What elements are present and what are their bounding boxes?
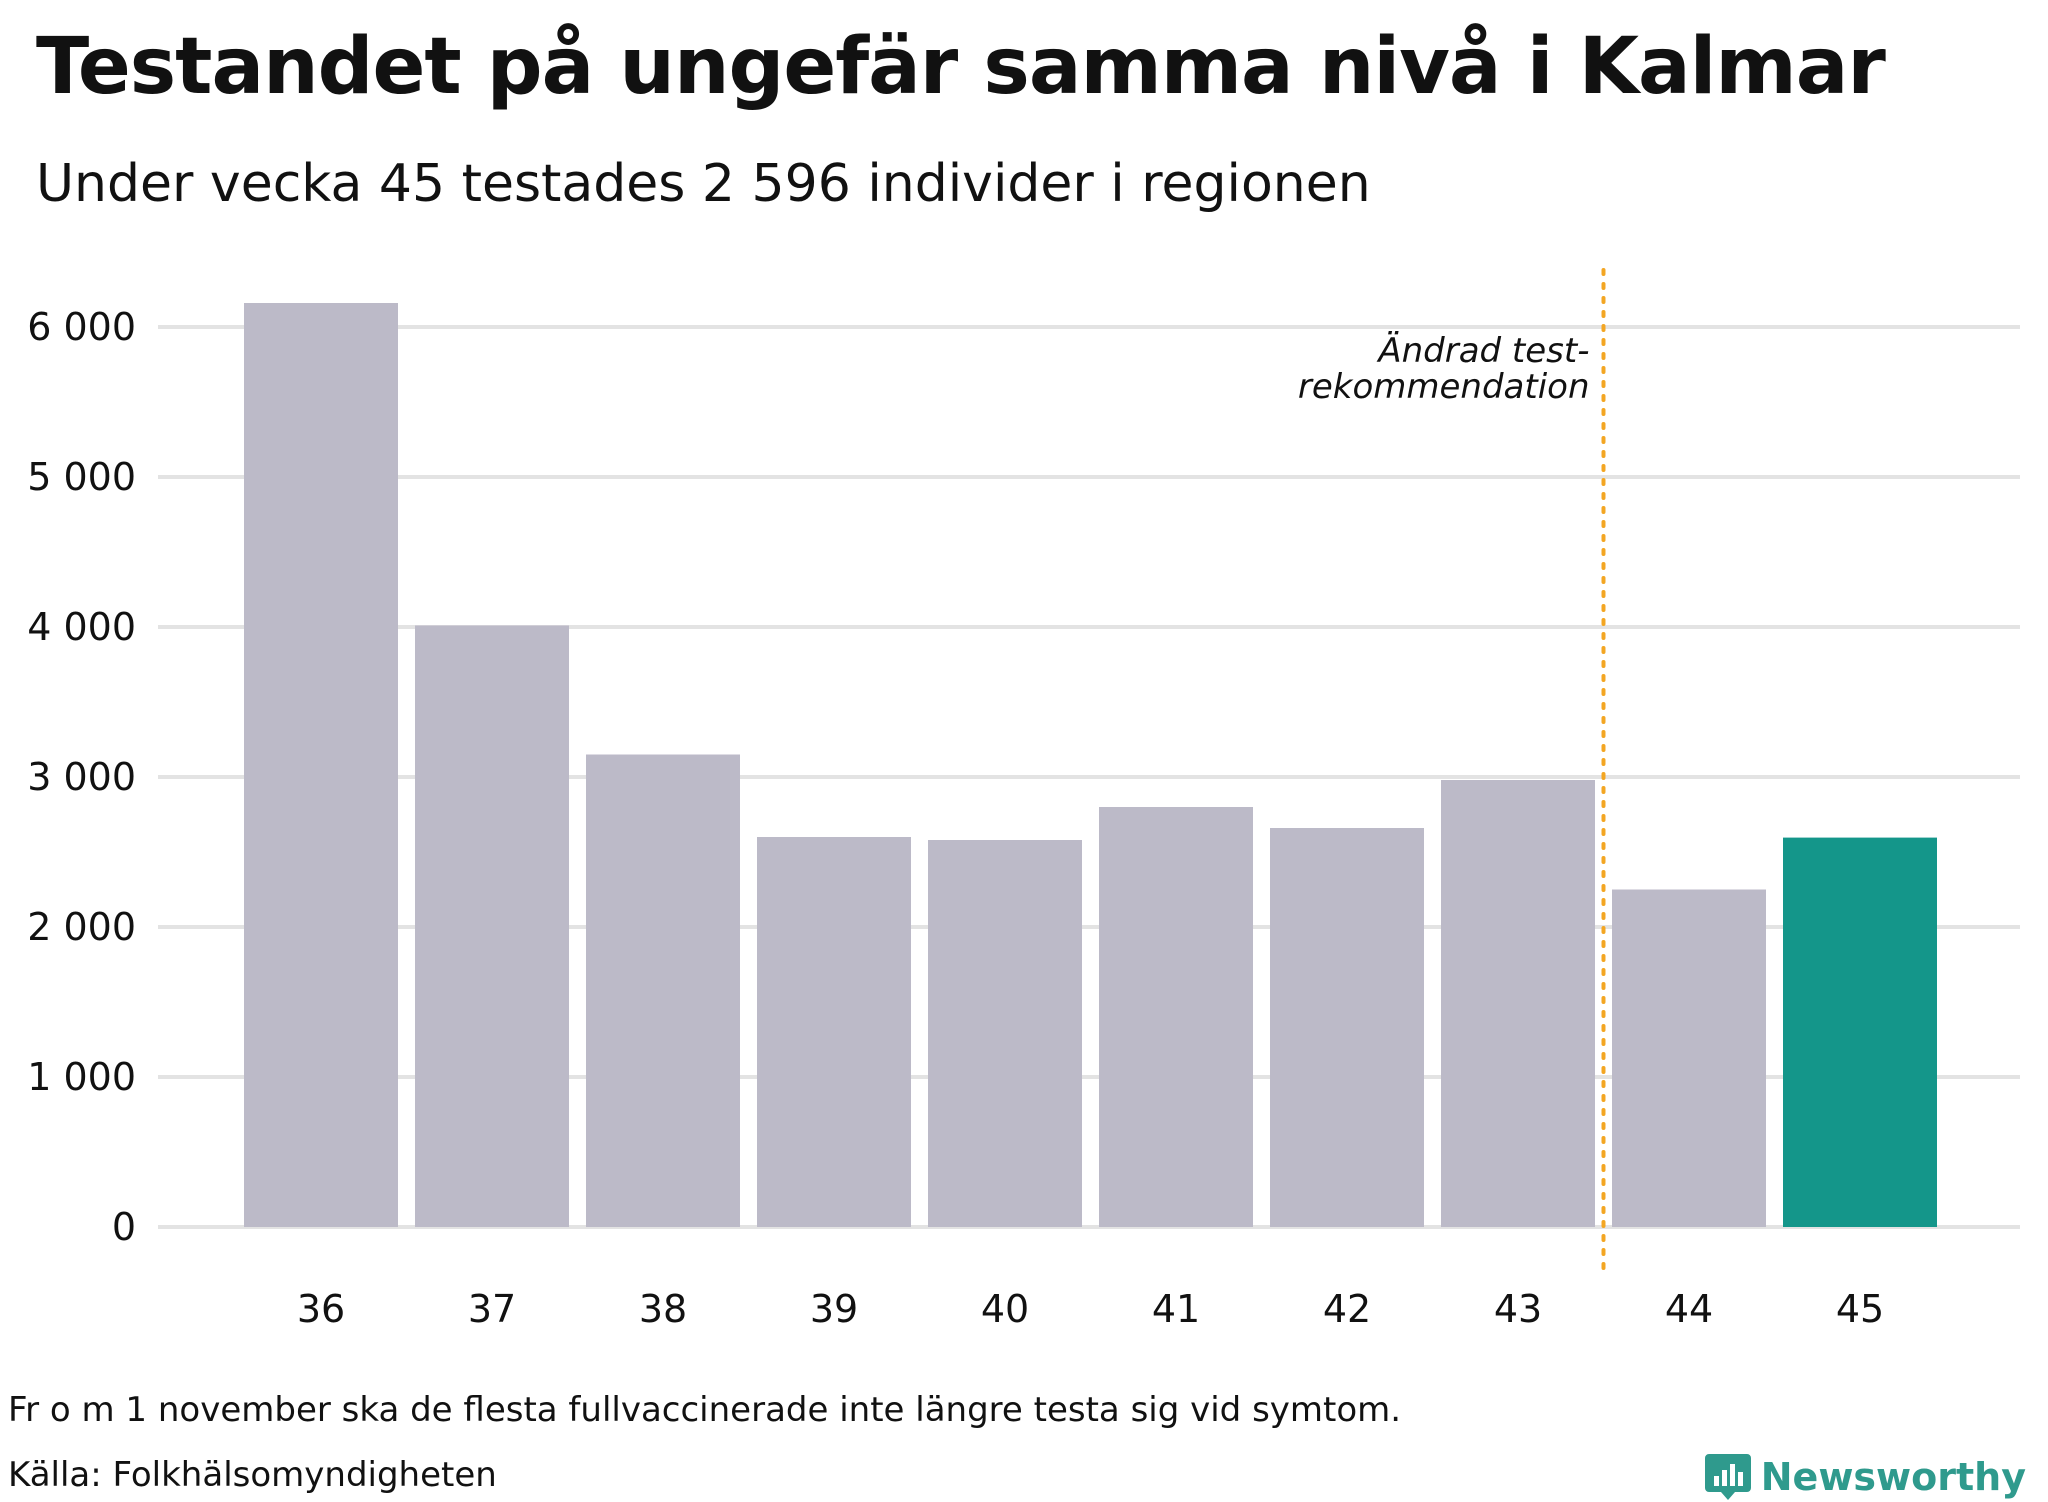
y-axis-ticks: 0 1 000 2 000 3 000 4 000 5 000 6 000 bbox=[27, 305, 136, 1249]
annotation: Ändrad test- rekommendation bbox=[1298, 268, 1606, 1277]
bar-week-42 bbox=[1270, 828, 1424, 1227]
x-tick-label: 45 bbox=[1836, 1287, 1884, 1331]
y-tick-label: 4 000 bbox=[27, 605, 136, 649]
footnote: Fr o m 1 november ska de flesta fullvacc… bbox=[8, 1390, 1402, 1430]
bar-week-44 bbox=[1612, 889, 1766, 1227]
annotation-text-line-2: rekommendation bbox=[1298, 367, 1590, 407]
x-tick-label: 42 bbox=[1323, 1287, 1371, 1331]
y-tick-label: 1 000 bbox=[27, 1055, 136, 1099]
x-tick-label: 40 bbox=[981, 1287, 1029, 1331]
x-tick-label: 36 bbox=[297, 1287, 345, 1331]
bar-week-38 bbox=[586, 754, 740, 1227]
chart-subtitle: Under vecka 45 testades 2 596 individer … bbox=[36, 154, 1371, 214]
brand-name: Newsworthy bbox=[1760, 1455, 2026, 1499]
x-tick-label: 39 bbox=[810, 1287, 858, 1331]
bar-chart: 0 1 000 2 000 3 000 4 000 5 000 6 000 36 37 38 39… bbox=[27, 268, 2020, 1331]
bar-week-43 bbox=[1441, 780, 1595, 1227]
bars bbox=[244, 303, 1937, 1227]
chart-title: Testandet på ungefär samma nivå i Kalmar bbox=[36, 22, 1886, 112]
chart-logo-icon bbox=[1704, 1454, 1751, 1500]
x-tick-label: 37 bbox=[468, 1287, 516, 1331]
x-tick-label: 43 bbox=[1494, 1287, 1542, 1331]
annotation-text-line-1: Ändrad test- bbox=[1376, 331, 1589, 371]
x-tick-label: 44 bbox=[1665, 1287, 1713, 1331]
bar-week-41 bbox=[1099, 807, 1253, 1227]
x-tick-label: 38 bbox=[639, 1287, 687, 1331]
y-tick-label: 3 000 bbox=[27, 755, 136, 799]
brand-logo: Newsworthy bbox=[1704, 1452, 2026, 1502]
x-axis-ticks: 36 37 38 39 40 41 42 43 44 45 bbox=[297, 1287, 1884, 1331]
bar-week-45 bbox=[1783, 837, 1937, 1227]
source-credit: Källa: Folkhälsomyndigheten bbox=[8, 1455, 497, 1495]
bar-week-36 bbox=[244, 303, 398, 1227]
y-tick-label: 0 bbox=[112, 1205, 136, 1249]
x-tick-label: 41 bbox=[1152, 1287, 1200, 1331]
y-tick-label: 2 000 bbox=[27, 905, 136, 949]
y-tick-label: 6 000 bbox=[27, 305, 136, 349]
bar-week-40 bbox=[928, 840, 1082, 1227]
y-tick-label: 5 000 bbox=[27, 455, 136, 499]
bar-week-37 bbox=[415, 625, 569, 1227]
bar-week-39 bbox=[757, 837, 911, 1227]
